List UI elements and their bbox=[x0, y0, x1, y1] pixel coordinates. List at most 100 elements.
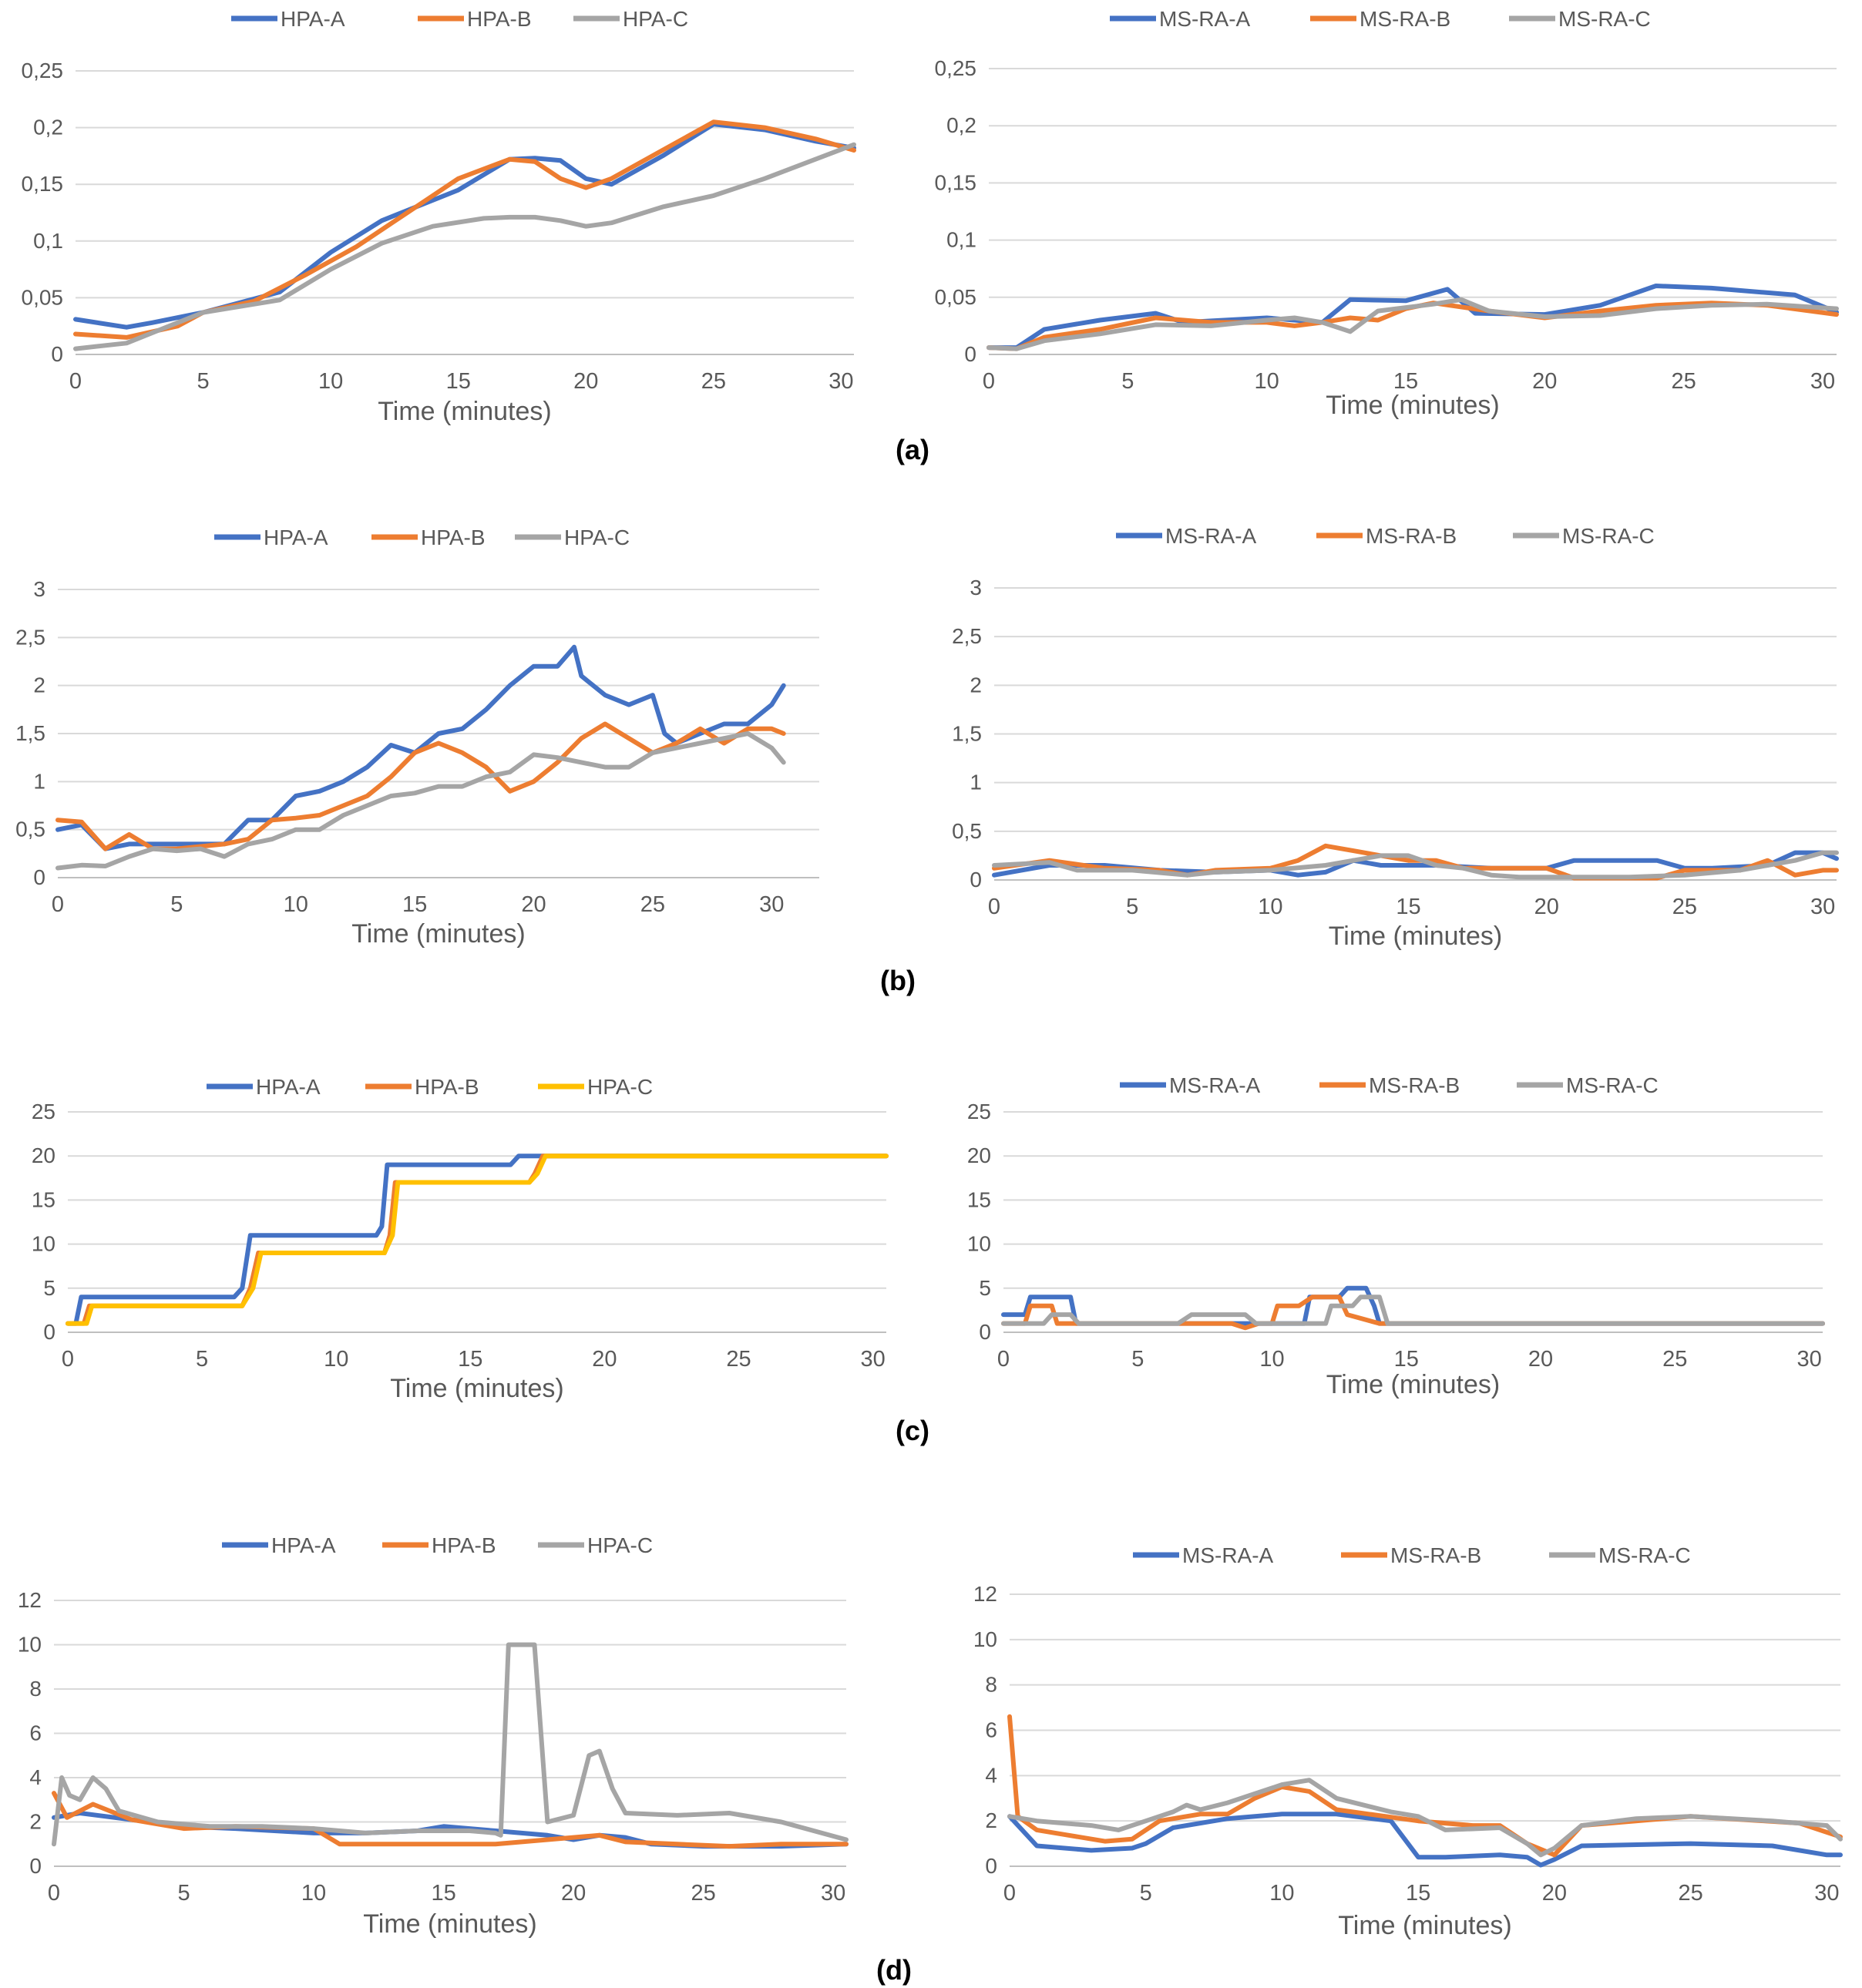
x-tick-label: 15 bbox=[402, 892, 427, 917]
x-tick-label: 30 bbox=[1810, 895, 1835, 919]
series-line-hpa-c bbox=[55, 731, 786, 871]
x-axis-label: Time (minutes) bbox=[1326, 391, 1499, 420]
series-line-ms-ra-a bbox=[1001, 1285, 1825, 1326]
x-axis-label: Time (minutes) bbox=[363, 1909, 536, 1939]
panel-label-b: (b) bbox=[880, 965, 916, 996]
x-tick-label: 25 bbox=[640, 892, 665, 917]
legend-label: MS-RA-B bbox=[1369, 1073, 1460, 1097]
x-tick-label: 0 bbox=[1003, 1881, 1016, 1906]
legend-label: MS-RA-B bbox=[1390, 1543, 1481, 1567]
series-line-ms-ra-c bbox=[992, 850, 1839, 880]
series-line-hpa-b bbox=[73, 119, 856, 340]
x-tick-label: 30 bbox=[1796, 1347, 1821, 1372]
series-line-hpa-a bbox=[66, 1154, 889, 1326]
x-axis-label: Time (minutes) bbox=[378, 397, 551, 426]
chart-7-right: 0 2 4 6 8 10 12 0 5 10 15 20 25 30 Time (minutes) MS-RA… bbox=[973, 1543, 1843, 1940]
x-axis-label: Time (minutes) bbox=[1329, 922, 1502, 951]
x-tick-label: 0 bbox=[62, 1347, 74, 1372]
series-line-hpa-b bbox=[52, 1791, 849, 1849]
x-axis-label: Time (minutes) bbox=[351, 919, 525, 949]
legend-label: HPA-A bbox=[256, 1075, 321, 1099]
y-tick-label: 0 bbox=[51, 342, 63, 366]
y-tick-label: 0,1 bbox=[33, 229, 63, 253]
x-tick-label: 15 bbox=[458, 1347, 482, 1372]
x-tick-label: 25 bbox=[1662, 1347, 1687, 1372]
x-tick-label: 10 bbox=[318, 369, 343, 394]
chart-6-left: 0 2 4 6 8 10 12 0 5 10 15 20 25 30 Time (minutes) HPA-A… bbox=[18, 1533, 849, 1939]
legend-label: MS-RA-C bbox=[1566, 1073, 1659, 1097]
legend-label: HPA-C bbox=[587, 1075, 653, 1099]
panel-label-c: (c) bbox=[896, 1415, 929, 1446]
x-tick-label: 5 bbox=[197, 369, 210, 394]
x-tick-label: 20 bbox=[521, 892, 546, 917]
x-tick-label: 15 bbox=[446, 369, 471, 394]
series-line-ms-ra-b bbox=[986, 301, 1839, 351]
x-tick-label: 20 bbox=[1534, 895, 1559, 919]
x-tick-label: 25 bbox=[726, 1347, 751, 1372]
chart-4-left: 0 5 10 15 20 25 0 5 10 15 20 25 30 Time (minutes) HPA-… bbox=[32, 1075, 889, 1403]
y-tick-label: 1 bbox=[33, 769, 45, 793]
y-tick-label: 0 bbox=[29, 1854, 42, 1878]
x-tick-label: 10 bbox=[284, 892, 308, 917]
x-tick-label: 20 bbox=[592, 1347, 617, 1372]
y-tick-label: 0,15 bbox=[935, 170, 977, 194]
y-tick-label: 6 bbox=[29, 1721, 42, 1745]
x-tick-label: 10 bbox=[1255, 369, 1279, 394]
x-tick-label: 20 bbox=[1528, 1347, 1553, 1372]
y-tick-label: 2 bbox=[29, 1810, 42, 1834]
y-tick-label: 0,25 bbox=[22, 59, 64, 82]
x-tick-label: 20 bbox=[573, 369, 598, 394]
x-tick-label: 5 bbox=[196, 1347, 208, 1372]
legend-label: HPA-A bbox=[271, 1533, 336, 1557]
series-line-hpa-a bbox=[73, 122, 856, 330]
series-line-hpa-c bbox=[73, 142, 856, 351]
x-tick-label: 0 bbox=[52, 892, 64, 917]
chart-5-right: 0 5 10 15 20 25 0 5 10 15 20 25 30 Time (minutes) MS-R… bbox=[967, 1073, 1825, 1399]
legend-label: MS-RA-C bbox=[1558, 7, 1651, 31]
y-tick-label: 0 bbox=[964, 342, 976, 366]
x-tick-label: 5 bbox=[177, 1881, 190, 1906]
y-tick-label: 0,2 bbox=[946, 113, 976, 137]
x-tick-label: 15 bbox=[431, 1881, 455, 1906]
y-tick-label: 0,5 bbox=[952, 819, 982, 843]
series-line-hpa-c bbox=[66, 1154, 889, 1326]
y-tick-label: 0 bbox=[43, 1320, 55, 1344]
y-tick-label: 15 bbox=[967, 1187, 991, 1211]
y-tick-label: 6 bbox=[985, 1718, 997, 1742]
x-tick-label: 25 bbox=[691, 1881, 715, 1906]
y-tick-label: 0,15 bbox=[22, 172, 64, 196]
y-tick-label: 15 bbox=[32, 1187, 55, 1211]
x-tick-label: 15 bbox=[1396, 895, 1420, 919]
x-tick-label: 10 bbox=[324, 1347, 348, 1372]
legend-label: MS-RA-C bbox=[1598, 1543, 1691, 1567]
y-tick-label: 1,5 bbox=[952, 722, 982, 746]
y-tick-label: 0,2 bbox=[33, 116, 63, 139]
legend-label: MS-RA-A bbox=[1169, 1073, 1261, 1097]
legend-label: HPA-A bbox=[281, 7, 345, 31]
y-tick-label: 2 bbox=[33, 673, 45, 697]
legend-label: MS-RA-A bbox=[1159, 7, 1251, 31]
legend-label: MS-RA-B bbox=[1360, 7, 1450, 31]
x-tick-label: 0 bbox=[48, 1881, 60, 1906]
x-tick-label: 30 bbox=[828, 369, 853, 394]
y-tick-label: 3 bbox=[33, 577, 45, 601]
x-tick-label: 10 bbox=[1258, 895, 1282, 919]
x-tick-label: 5 bbox=[170, 892, 183, 917]
y-tick-label: 10 bbox=[32, 1232, 55, 1256]
y-tick-label: 0 bbox=[970, 868, 982, 892]
x-tick-label: 10 bbox=[1259, 1347, 1284, 1372]
x-tick-label: 25 bbox=[1672, 369, 1696, 394]
legend-label: HPA-B bbox=[421, 526, 486, 549]
y-tick-label: 0 bbox=[985, 1854, 997, 1878]
x-tick-label: 20 bbox=[1542, 1881, 1567, 1906]
x-tick-label: 15 bbox=[1393, 369, 1418, 394]
x-tick-label: 15 bbox=[1394, 1347, 1419, 1372]
x-tick-label: 5 bbox=[1131, 1347, 1144, 1372]
y-tick-label: 2,5 bbox=[952, 624, 982, 648]
y-tick-label: 2 bbox=[985, 1808, 997, 1832]
x-axis-label: Time (minutes) bbox=[390, 1374, 563, 1403]
y-tick-label: 0,05 bbox=[22, 285, 64, 309]
legend-label: HPA-B bbox=[467, 7, 532, 31]
x-tick-label: 0 bbox=[983, 369, 995, 394]
